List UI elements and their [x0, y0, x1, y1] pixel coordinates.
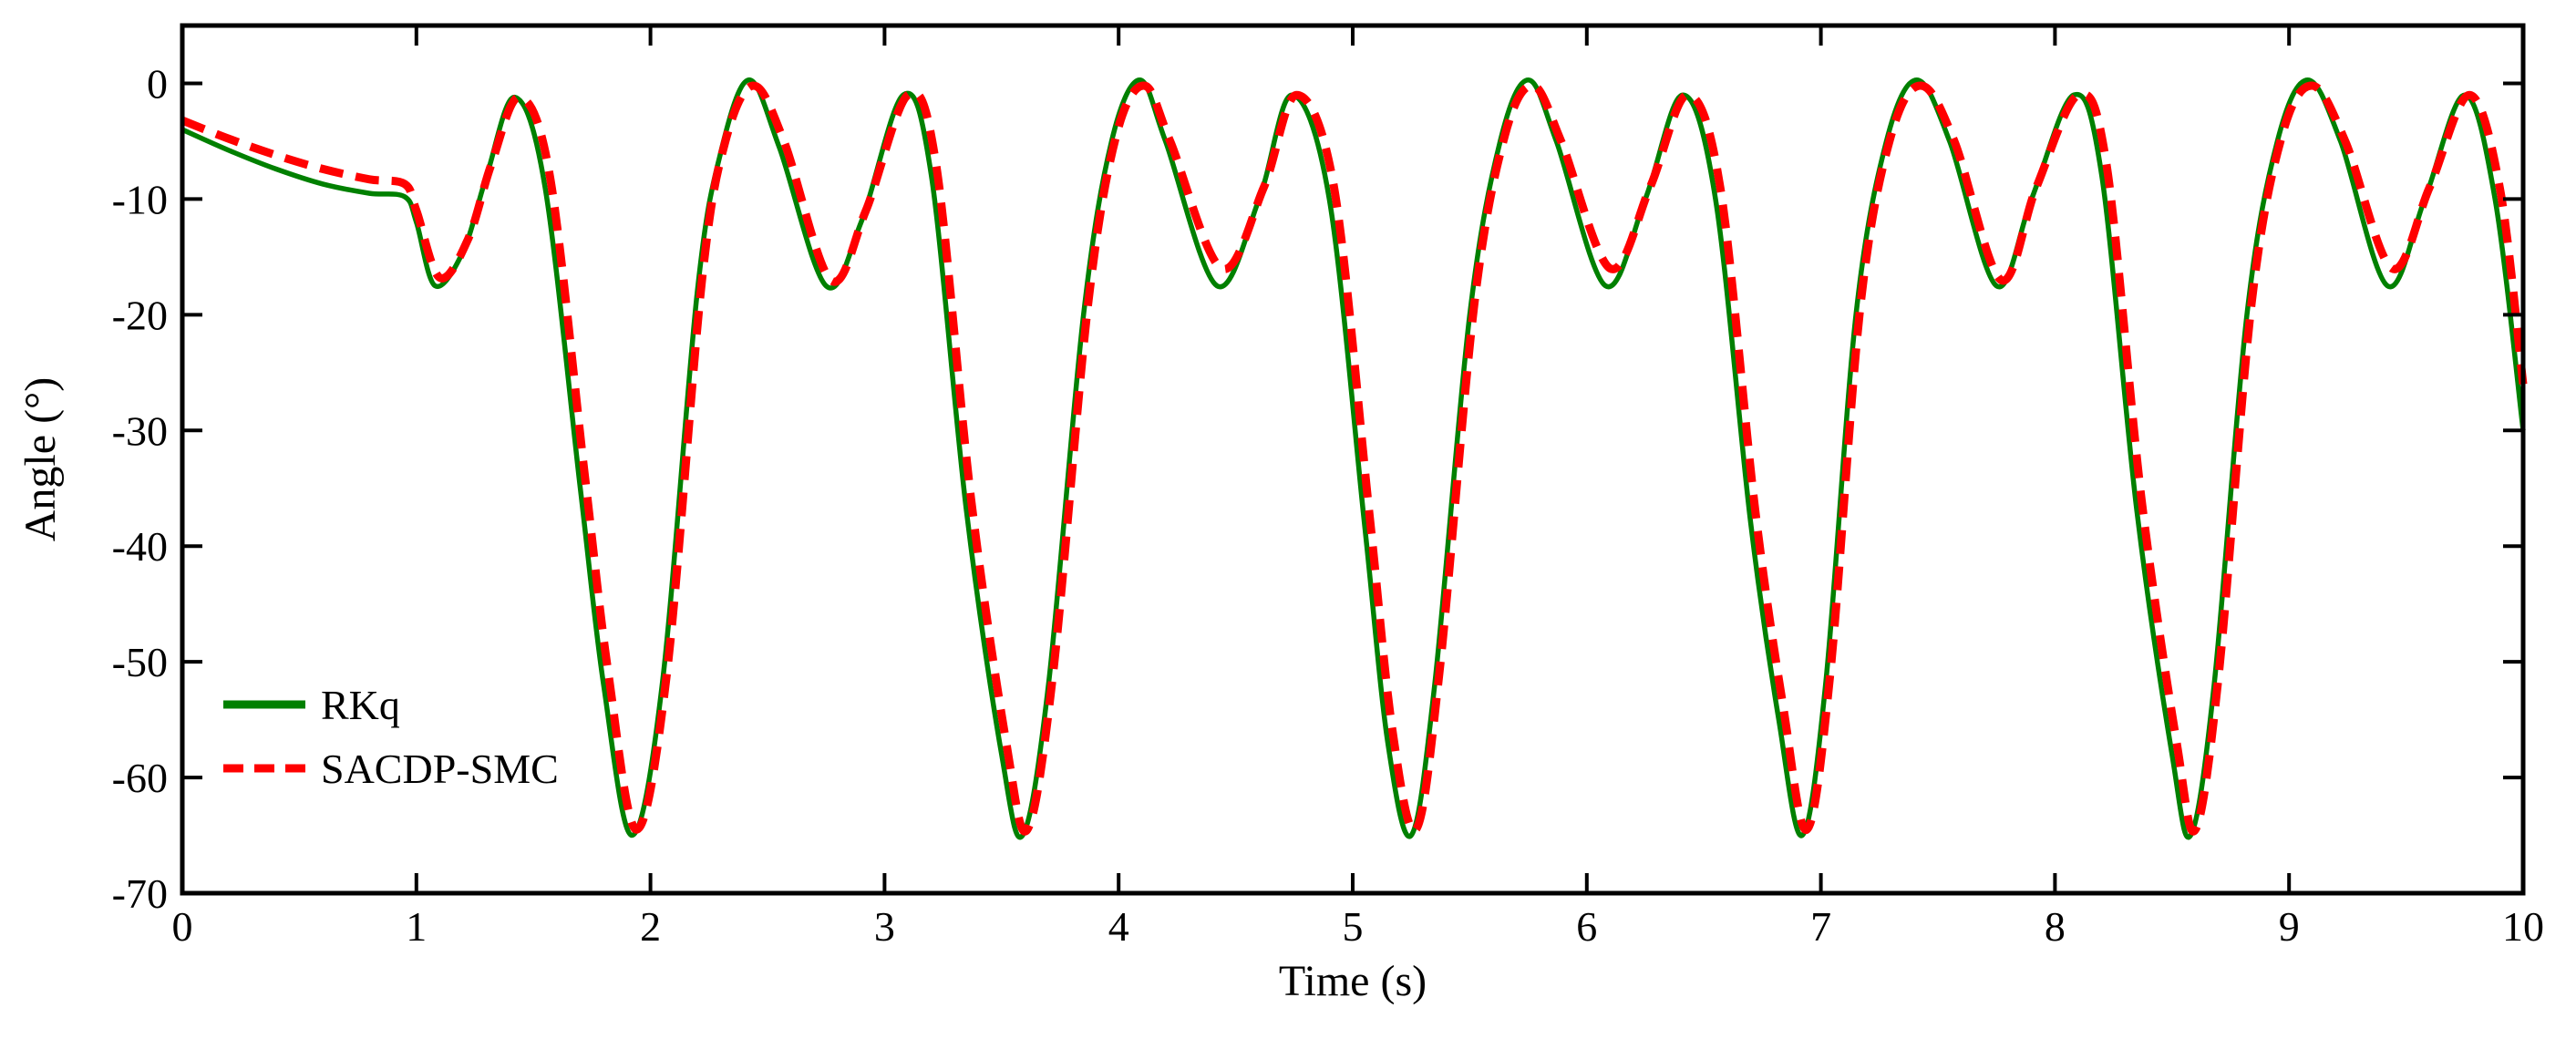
y-tick-label: -40 [112, 523, 168, 570]
y-tick-label: -50 [112, 639, 168, 685]
x-tick-label: 7 [1810, 903, 1831, 950]
x-tick-label: 0 [172, 903, 193, 950]
legend-label-rkq: RKq [321, 682, 400, 728]
x-tick-label: 3 [874, 903, 895, 950]
y-tick-label: -30 [112, 407, 168, 454]
y-tick-label: -20 [112, 292, 168, 338]
x-tick-label: 8 [2045, 903, 2066, 950]
x-tick-label: 10 [2502, 903, 2544, 950]
x-tick-label: 4 [1108, 903, 1129, 950]
x-tick-label: 9 [2279, 903, 2300, 950]
x-tick-label: 2 [640, 903, 661, 950]
x-axis-title: Time (s) [1279, 957, 1427, 1005]
legend: RKq SACDP-SMC [223, 682, 559, 792]
y-tick-label: 0 [147, 60, 168, 107]
x-tick-label: 6 [1576, 903, 1597, 950]
series-layer [180, 77, 2528, 840]
x-tick-label: 1 [406, 903, 427, 950]
y-tick-label: -70 [112, 870, 168, 917]
series-line-sacdp-smc [180, 81, 2528, 836]
tick-layer: 0 1 2 3 4 5 6 7 8 9 10 0 -10 -20 -30 -40 -50 -60 -70 [112, 26, 2544, 950]
y-tick-label: -10 [112, 176, 168, 222]
y-axis-title: Angle (°) [16, 377, 65, 541]
x-tick-label: 5 [1343, 903, 1364, 950]
y-tick-label: -60 [112, 755, 168, 801]
legend-label-sacdp-smc: SACDP-SMC [321, 746, 559, 792]
